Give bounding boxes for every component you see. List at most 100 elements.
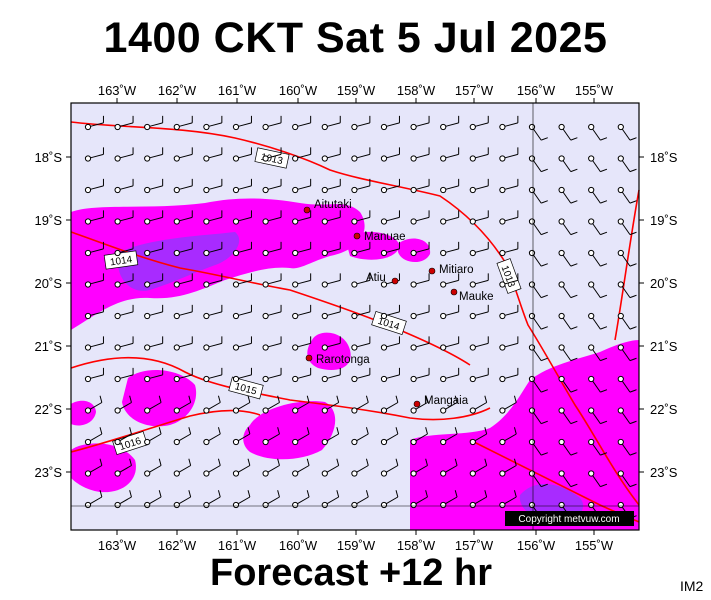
rain-area-north-band [71, 198, 365, 330]
wind-barb [440, 367, 460, 383]
wind-barb [380, 336, 400, 351]
wind-barb [321, 304, 341, 320]
lon-label: 157˚W [455, 83, 494, 98]
wind-barb [173, 458, 192, 477]
wind-barb [440, 273, 460, 288]
wind-barb [203, 115, 223, 131]
wind-barb [558, 186, 578, 204]
isobar-label-3: 1014 [103, 250, 139, 270]
wind-barb [292, 336, 312, 351]
wind-barb [588, 375, 608, 393]
lat-label: 20˚S [650, 276, 678, 291]
lat-label: 21˚S [35, 339, 63, 354]
wind-barb [410, 427, 428, 446]
wind-barb [292, 115, 312, 131]
wind-barb [321, 273, 341, 288]
wind-barb [588, 470, 608, 488]
wind-barb [528, 281, 548, 299]
lat-labels-left: 18˚S 19˚S 20˚S 21˚S 22˚S 23˚S [35, 150, 63, 480]
wind-barb [351, 490, 369, 509]
wind-barb [351, 427, 369, 446]
wind-barb [440, 304, 460, 320]
wind-barb [203, 241, 223, 257]
place-dot-mangaia [413, 400, 421, 408]
wind-barb [380, 147, 400, 162]
places: Aitutaki Manuae Atiu Mitiaro Mauke Rarot… [303, 199, 494, 408]
wind-barb [84, 210, 104, 225]
wind-barb [321, 241, 341, 257]
wind-barb [203, 395, 221, 414]
wind-barb [262, 336, 282, 351]
wind-barb [499, 427, 517, 446]
wind-barb [114, 178, 134, 194]
wind-barb [558, 470, 578, 488]
wind-barb [440, 427, 458, 446]
wind-barb [144, 427, 162, 446]
wind-barb [588, 186, 608, 204]
isobar-labels: 1013 1013 1014 1014 1015 1016 [103, 147, 522, 456]
wind-barb [588, 249, 608, 267]
wind-barb [232, 178, 252, 194]
wind-barb [380, 178, 400, 194]
wind-barb [499, 273, 519, 288]
wind-barb [617, 123, 637, 141]
wind-barb [203, 367, 223, 383]
wind-barb [144, 147, 164, 162]
wind-barb [262, 367, 282, 383]
wind-barb [528, 375, 548, 393]
wind-barb [321, 336, 341, 351]
wind-barb [351, 241, 371, 257]
wind-barb [144, 210, 164, 225]
wind-barb [173, 115, 193, 131]
wind-barb [410, 458, 428, 477]
place-dot-mauke [450, 288, 458, 296]
wind-barb [173, 147, 193, 162]
wind-barb [499, 241, 519, 257]
wind-barb [410, 367, 430, 383]
wind-barb [380, 367, 400, 383]
wind-barb [262, 395, 280, 414]
lat-label: 19˚S [650, 213, 678, 228]
wind-barb [173, 395, 192, 414]
lon-label: 162˚W [158, 538, 197, 553]
wind-barb [114, 458, 132, 477]
wind-barb [84, 241, 104, 257]
isobar-label-text: 1014 [109, 254, 133, 268]
wind-barb [144, 336, 164, 351]
wind-barb [351, 367, 371, 383]
wind-barb [558, 155, 578, 173]
wind-barb [440, 241, 460, 257]
lon-label: 158˚W [397, 538, 436, 553]
wind-barb [499, 304, 519, 320]
wind-barb [114, 395, 132, 414]
wind-barb [173, 241, 193, 257]
wind-barb [144, 115, 164, 131]
rain-area-southwest [71, 443, 136, 493]
wind-barb [558, 438, 578, 456]
wind-barb [114, 115, 134, 131]
wind-barb [440, 395, 458, 414]
wind-barb [232, 147, 252, 162]
copyright-background [505, 511, 634, 526]
wind-barb [144, 367, 164, 383]
wind-barb [499, 210, 519, 225]
wind-barb [262, 458, 280, 477]
wind-barb [469, 115, 489, 131]
wind-barb [292, 210, 312, 225]
wind-barb [351, 304, 371, 320]
wind-barb [321, 178, 341, 194]
wind-barb [292, 427, 310, 446]
wind-barb [351, 458, 369, 477]
wind-barb [380, 241, 400, 257]
wind-barb [114, 367, 134, 383]
wind-barb [84, 395, 103, 414]
lon-label: 157˚W [455, 538, 494, 553]
wind-barb [144, 241, 164, 257]
wind-barb [558, 249, 578, 267]
wind-barb [440, 147, 460, 162]
wind-barb [292, 147, 312, 162]
wind-barb [380, 115, 400, 131]
wind-barb [469, 178, 489, 194]
lon-label: 156˚W [517, 83, 556, 98]
lon-label: 158˚W [397, 83, 436, 98]
